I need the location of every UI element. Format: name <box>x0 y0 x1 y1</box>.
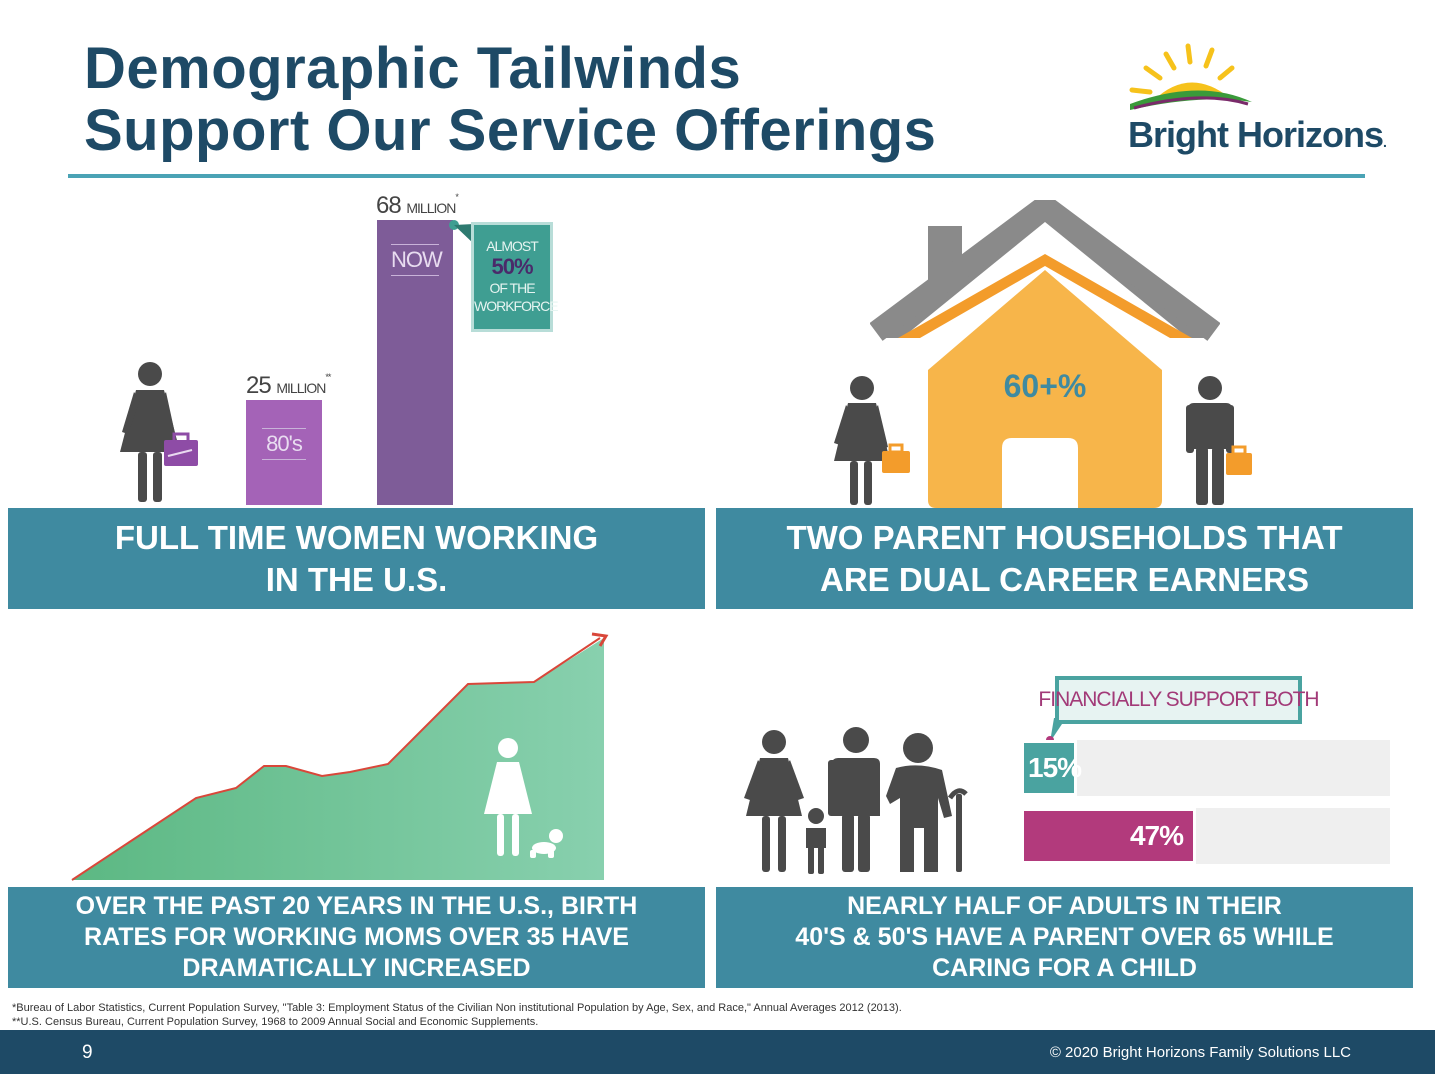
support-both-bar: 15% <box>1021 740 1082 796</box>
family-generations-icon <box>744 727 968 874</box>
logo-wordmark: Bright Horizons. <box>1128 114 1387 155</box>
caption-birth-rates: OVER THE PAST 20 YEARS IN THE U.S., BIRT… <box>8 887 705 988</box>
working-woman-icon <box>120 362 198 502</box>
workforce-callout: ALMOST 50% OF THE WORKFORCE <box>471 222 559 332</box>
bright-horizons-logo: Bright Horizons. <box>1120 38 1420 158</box>
footer-bar: 9 © 2020 Bright Horizons Family Solution… <box>0 1030 1435 1074</box>
bar-now-value-label: 68 MILLION* <box>376 192 459 219</box>
mother-baby-icon <box>484 738 563 858</box>
bar-now-era-label: NOW <box>391 244 443 276</box>
sandwich-bar-track: 47% <box>1021 808 1390 864</box>
financially-support-callout: FINANCIALLY SUPPORT BOTH <box>1038 676 1320 724</box>
page-number: 9 <box>82 1042 93 1063</box>
footnote-2: **U.S. Census Bureau, Current Population… <box>12 1016 539 1028</box>
footnote-1: *Bureau of Labor Statistics, Current Pop… <box>12 1002 902 1014</box>
caption-sandwich-generation: NEARLY HALF OF ADULTS IN THEIR 40'S & 50… <box>716 887 1413 988</box>
bar-now <box>377 220 453 505</box>
title-line-2: Support Our Service Offerings <box>84 98 937 163</box>
bar-80s-era-label: 80's <box>262 428 306 460</box>
callout-pointer-icon <box>449 220 474 244</box>
woman-briefcase-icon <box>834 376 910 505</box>
man-briefcase-icon <box>1186 376 1252 505</box>
bar-80s-value-label: 25 MILLION** <box>246 372 331 399</box>
title-divider <box>68 174 1365 178</box>
support-both-bar-track: 15% <box>1021 740 1390 796</box>
sun-logo-icon <box>1129 43 1252 110</box>
dual-career-percent: 60+% <box>1003 368 1087 404</box>
footnotes: *Bureau of Labor Statistics, Current Pop… <box>12 1001 902 1029</box>
caption-women-working: FULL TIME WOMEN WORKING IN THE U.S. <box>8 508 705 609</box>
bar-80s <box>246 400 322 505</box>
caption-dual-career: TWO PARENT HOUSEHOLDS THAT ARE DUAL CARE… <box>716 508 1413 609</box>
page-title: Demographic Tailwinds Support Our Servic… <box>84 38 936 162</box>
house-icon <box>870 200 1220 508</box>
birth-rate-growth-graphic <box>71 632 609 881</box>
title-line-1: Demographic Tailwinds <box>84 36 742 101</box>
copyright: © 2020 Bright Horizons Family Solutions … <box>1049 1044 1351 1061</box>
sandwich-bar: 47% <box>1021 808 1196 864</box>
